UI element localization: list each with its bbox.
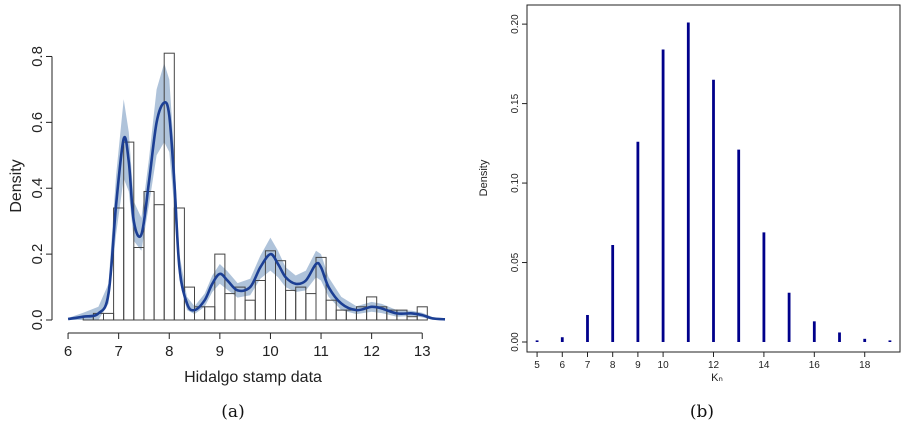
histogram-bar (396, 309, 408, 321)
histogram-bar (224, 293, 236, 321)
density-confidence-band (68, 63, 445, 320)
panel-a-y-tick-label: 0.4 (29, 178, 46, 199)
panel-b-y-axis-label: Density (478, 159, 490, 196)
confidence-band-area (68, 63, 445, 320)
panel-b-x-tick-label: 16 (809, 360, 821, 371)
panel-a-histogram: 6 7 8 9 10 11 12 13 0.0 0.2 0.4 0.6 0.8 Hidalgo stam… (8, 46, 446, 386)
panel-b-x-tick-label: 12 (708, 360, 720, 371)
histogram-bar (254, 280, 266, 321)
histogram-bar (103, 312, 115, 321)
panel-a-y-tick-label: 0.2 (29, 244, 46, 265)
histogram-bar (285, 289, 297, 321)
histogram-bar (133, 247, 145, 321)
panel-a-x-tick-label: 10 (262, 343, 279, 360)
caption-b: (b) (690, 402, 714, 422)
panel-a-y-axis-label: Density (8, 159, 25, 212)
panel-a-x-tick-label: 9 (216, 343, 224, 360)
histogram-bar (183, 286, 195, 321)
density-curve-line (67, 101, 446, 321)
caption-a: (a) (221, 402, 244, 422)
panel-b-x-tick-label: 9 (635, 360, 641, 371)
panel-a-y-tick-label: 0.8 (29, 46, 46, 67)
panel-a-x-tick-label: 13 (414, 343, 431, 360)
panel-b-x-tick-label: 18 (859, 360, 871, 371)
panel-a-axes: 6 7 8 9 10 11 12 13 0.0 0.2 0.4 0.6 0.8 (29, 46, 431, 360)
histogram-bar (244, 299, 256, 321)
panel-a-x-tick-label: 6 (64, 343, 72, 360)
density-curve (67, 101, 446, 321)
panel-b-x-tick-label: 14 (758, 360, 770, 371)
panel-a-x-tick-label: 8 (165, 343, 173, 360)
panel-a-x-tick-label: 12 (363, 343, 380, 360)
histogram-bar (335, 309, 347, 321)
histogram-bar (305, 293, 317, 321)
panel-b-x-tick-label: 7 (585, 360, 591, 371)
panel-b-x-tick-label: 6 (560, 360, 566, 371)
panel-b-y-tick-label: 0.05 (510, 252, 521, 272)
histogram-bar (153, 204, 165, 321)
panel-b-x-axis-label: Kₙ (711, 372, 723, 384)
histogram-bar (295, 286, 307, 321)
histogram-bar (406, 316, 418, 321)
panel-b-y-tick-label: 0.10 (510, 173, 521, 193)
panel-b-axes: 5 6 7 8 9 10 12 14 16 18 0.00 0.05 0.10 0.15 0.20 (510, 14, 871, 371)
histogram-bar (204, 306, 216, 321)
histogram-bar (315, 256, 327, 321)
panel-a-x-tick-label: 7 (114, 343, 122, 360)
panel-a-y-tick-label: 0.6 (29, 112, 46, 133)
histogram-bar (214, 253, 226, 321)
histogram-bar (173, 207, 185, 321)
panel-b-y-tick-label: 0.00 (510, 332, 521, 352)
panel-b-spike-chart: 5 6 7 8 9 10 12 14 16 18 0.00 0.05 0.10 0.15 0.20 Kₙ D… (478, 4, 901, 384)
panel-a-x-tick-label: 11 (313, 343, 329, 360)
panel-b-x-tick-label: 5 (534, 360, 540, 371)
panel-b-x-tick-label: 8 (610, 360, 616, 371)
panel-b-x-tick-label: 10 (658, 360, 670, 371)
panel-a-x-axis-label: Hidalgo stamp data (184, 369, 322, 386)
panel-a-y-tick-label: 0.0 (29, 310, 46, 331)
histogram-bar (123, 141, 135, 321)
panel-b-y-tick-label: 0.20 (510, 14, 521, 34)
panel-b-y-tick-label: 0.15 (510, 93, 521, 113)
pmf-spikes (535, 22, 892, 342)
